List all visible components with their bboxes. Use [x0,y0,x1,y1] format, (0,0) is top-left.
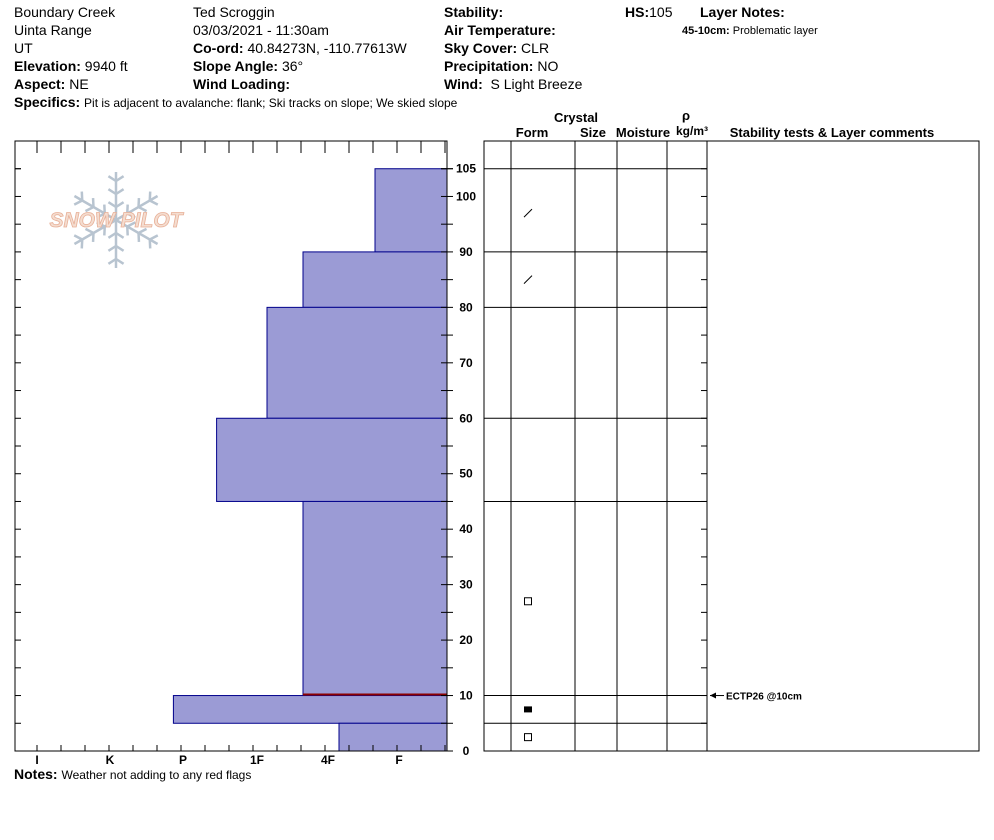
crystal-form-symbol [524,597,532,606]
hardness-tick-label: I [35,753,38,767]
observer-name: Ted Scroggin [193,4,275,20]
precipitation: Precipitation: NO [444,58,559,74]
snowflake-branch [115,244,125,252]
snowflake-branch [126,221,136,228]
column-header-rho: ρ [682,108,690,123]
wind: Wind: S Light Breeze [444,76,583,92]
snowflake-branch [107,231,117,239]
crystal-form-symbol [523,275,533,284]
specifics: Specifics: Pit is adjacent to avalanche:… [14,94,458,110]
hardness-bar [338,722,448,752]
snowflake-branch [107,257,117,265]
mountain-range: Uinta Range [14,22,92,38]
snowflake-branch [126,212,136,219]
elevation: Elevation: 9940 ft [14,58,128,74]
logo-text: SNOW PILOT [50,209,185,232]
stability-test-arrowhead [710,692,716,699]
hardness-bar [216,417,448,502]
y-tick-label: 80 [459,300,473,314]
y-tick-label: 0 [463,744,470,758]
layer-note: 45-10cm: Problematic layer [682,25,818,37]
observation-datetime: 03/03/2021 - 11:30am [193,22,329,38]
snowflake-branch [107,244,117,252]
y-tick-label: 40 [459,522,473,536]
hardness-tick-label: K [106,753,115,767]
y-tick-label: 100 [456,189,476,203]
layer-notes-label: Layer Notes: [700,4,785,20]
snowflake-branch [115,231,125,239]
snowflake-branch [115,188,125,196]
y-tick-label: 105 [456,162,476,176]
sky-cover: Sky Cover: CLR [444,40,550,56]
snowflake-branch [137,227,148,235]
column-header-crystal: Crystal [554,110,598,125]
column-header-size: Size [580,125,606,140]
y-tick-label: 50 [459,467,473,481]
snowflake-branch [96,212,106,219]
hardness-tick-label: 1F [250,753,264,767]
snowflake-branch [73,234,83,241]
snowflake-branch [73,199,83,206]
hardness-tick-label: F [395,753,402,767]
y-tick-label: 90 [459,245,473,259]
crystal-form-symbol [524,733,532,742]
snowflake-branch [107,175,117,183]
hardness-bar [302,500,448,697]
coordinates: Co-ord: 40.84273N, -110.77613W [193,40,407,56]
hardness-tick-label: P [179,753,187,767]
column-header-moisture: Moisture [616,125,670,140]
column-header-stability: Stability tests & Layer comments [730,125,934,140]
layer-table-frame [483,140,980,752]
snow-height: HS:105 [625,4,673,20]
column-header-form: Form [516,125,549,140]
air-temperature: Air Temperature: [444,22,556,38]
aspect: Aspect: NE [14,76,89,92]
snowflake-branch [107,201,117,209]
y-tick-label: 20 [459,633,473,647]
snowflake-branch [115,175,125,183]
snowflake-branch [149,234,159,241]
hardness-bar [266,306,448,419]
snowflake-branch [84,227,95,235]
stability-test-label: ECTP26 @10cm [726,692,802,703]
crystal-form-symbol [524,706,532,713]
y-tick-label: 70 [459,356,473,370]
column-header-density-unit: kg/m³ [676,124,708,138]
crystal-form-symbol [523,208,533,218]
state: UT [14,40,33,56]
snowflake-branch [149,199,159,206]
y-tick-label: 10 [459,689,473,703]
hardness-bar [374,168,448,253]
notes: Notes: Weather not adding to any red fla… [14,766,252,782]
y-tick-label: 30 [459,578,473,592]
y-tick-label: 60 [459,411,473,425]
hardness-bar [302,251,448,308]
hardness-tick-label: 4F [321,753,335,767]
stability: Stability: [444,4,504,20]
wind-loading: Wind Loading: [193,76,291,92]
location-name: Boundary Creek [14,4,116,20]
snowflake-branch [115,257,125,265]
snowflake-branch [84,205,95,213]
slope-angle: Slope Angle: 36° [193,58,304,74]
snowflake-branch [115,201,125,209]
hardness-bar [172,695,448,724]
snowpilot-logo: SNOW PILOT [49,172,185,268]
snowflake-branch [137,205,148,213]
snowflake-branch [107,188,117,196]
snowflake-branch [96,221,106,228]
